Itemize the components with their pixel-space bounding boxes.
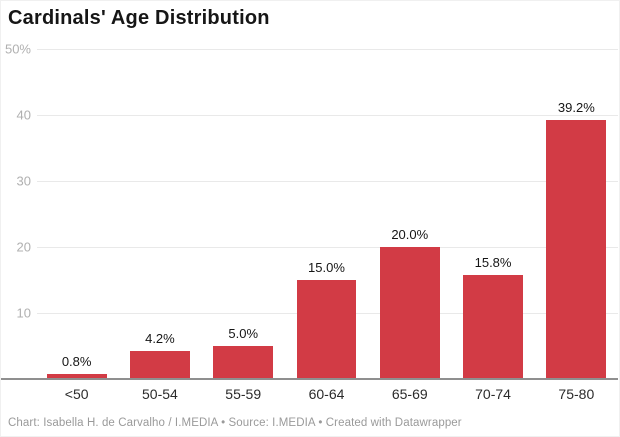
bar-slot: 0.8%	[35, 49, 118, 379]
bar-slot: 15.0%	[285, 49, 368, 379]
bar-value-label: 4.2%	[145, 331, 175, 347]
bar-slot: 5.0%	[202, 49, 285, 379]
bar-value-label: 5.0%	[228, 326, 259, 341]
bar-slot: 20.0%	[368, 49, 451, 379]
y-axis-tick-label: 20	[16, 239, 31, 255]
y-axis-tick-label: 10	[16, 305, 31, 321]
bar[interactable]	[46, 373, 107, 379]
x-axis-tick-label: 60-64	[308, 386, 345, 402]
bars-row: 0.8% 4.2% 5.0% 15.0% 20.0% 15.8% 39.2%	[35, 49, 618, 379]
bar[interactable]	[213, 346, 274, 379]
bar[interactable]	[546, 120, 607, 379]
bar-slot: 39.2%	[535, 49, 618, 379]
gridline	[37, 115, 618, 116]
bar[interactable]	[296, 280, 357, 379]
y-axis-tick-label: 40	[16, 107, 31, 123]
x-axis-line	[1, 378, 618, 380]
gridline	[37, 49, 618, 50]
bar-value-label: 15.0%	[308, 260, 345, 275]
x-axis-tick-label: 75-80	[558, 386, 595, 402]
bar[interactable]	[463, 274, 524, 379]
gridline	[37, 247, 618, 248]
bar-value-label: 0.8%	[61, 353, 92, 369]
chart-title: Cardinals' Age Distribution	[8, 7, 270, 29]
bar-slot: 4.2%	[118, 49, 201, 379]
x-axis-tick-label: 65-69	[391, 386, 428, 402]
x-axis-tick-label: 70-74	[475, 386, 511, 402]
bar-slot: 15.8%	[451, 49, 534, 379]
x-axis-tick-label: 55-59	[225, 386, 262, 402]
bar[interactable]	[379, 247, 440, 379]
bar-value-label: 20.0%	[391, 227, 429, 242]
y-axis-tick-label: 50%	[4, 41, 31, 57]
x-axis-tick-label: <50	[64, 386, 89, 402]
gridline	[37, 181, 618, 182]
chart-footer: Chart: Isabella H. de Carvalho / I.MEDIA…	[8, 417, 462, 429]
x-axis-tick-label: 50-54	[142, 386, 178, 402]
plot-area: 10 20 30 40 50% 0.8% 4.2% 5.0% 15.0% 20.0% 15.8% 3…	[1, 43, 619, 402]
x-axis-labels: <50 50-54 55-59 60-64 65-69 70-74 75-80	[35, 386, 618, 402]
y-axis-tick-label: 30	[16, 173, 31, 189]
bar-value-label: 15.8%	[474, 254, 512, 270]
bar[interactable]	[129, 351, 190, 379]
bar-value-label: 39.2%	[557, 100, 595, 116]
